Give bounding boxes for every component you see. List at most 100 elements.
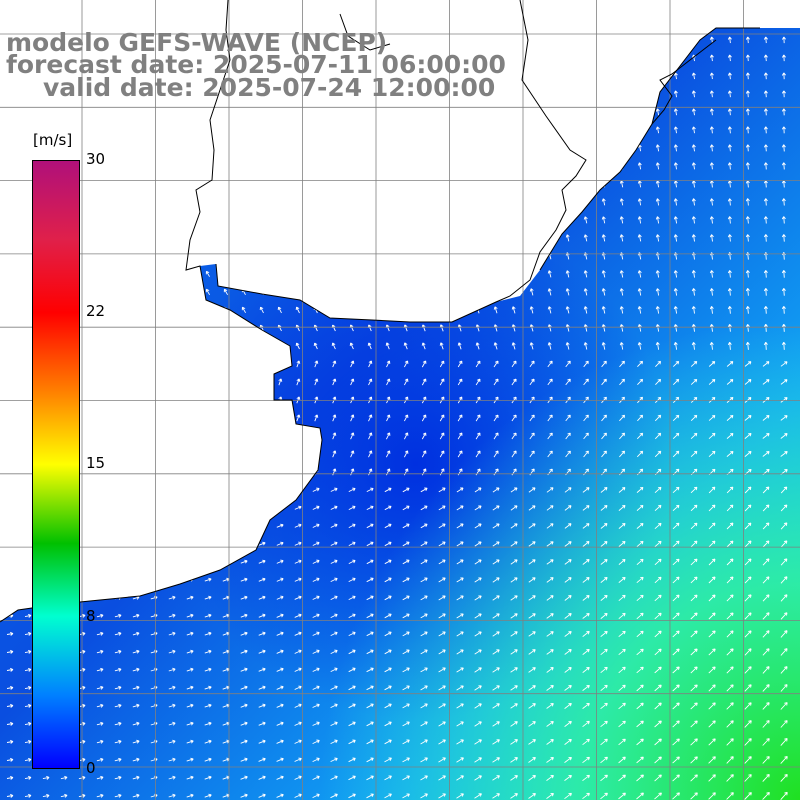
wind-arrow [709, 198, 714, 206]
wind-arrow [565, 432, 571, 440]
wind-arrow [331, 234, 336, 242]
wind-arrow [420, 631, 428, 637]
wind-arrow [223, 234, 228, 242]
wind-arrow [168, 793, 176, 798]
wind-arrow [278, 432, 283, 440]
wind-arrow [96, 523, 104, 528]
wind-arrow [349, 108, 354, 116]
wind-arrow [206, 378, 211, 386]
wind-arrow [313, 180, 318, 188]
wind-arrow [6, 541, 14, 546]
wind-arrow [726, 648, 734, 656]
wind-arrow [762, 648, 770, 656]
wind-arrow [636, 792, 644, 800]
wind-arrow [744, 397, 752, 403]
wind-arrow [510, 667, 518, 673]
wind-arrow [780, 666, 788, 674]
wind-arrow [780, 720, 788, 728]
wind-arrow [547, 450, 553, 458]
wind-arrow [150, 541, 158, 546]
wind-arrow [529, 360, 535, 368]
wind-arrow [96, 487, 104, 492]
wind-arrow [654, 540, 662, 548]
wind-arrow [313, 216, 318, 224]
wind-arrow [691, 198, 696, 206]
wind-arrow [475, 360, 481, 368]
wind-arrow [402, 703, 410, 709]
wind-arrow [601, 450, 607, 458]
wind-arrow [368, 450, 373, 458]
wind-arrow [385, 198, 390, 206]
wind-arrow [601, 36, 606, 44]
wind-arrow [258, 685, 266, 690]
wind-arrow [224, 360, 229, 368]
wind-arrow [260, 468, 265, 476]
wind-arrow [132, 505, 140, 510]
wind-arrow [294, 757, 302, 762]
wind-arrow [492, 793, 500, 799]
wind-arrow [636, 486, 644, 493]
wind-arrow [350, 432, 355, 440]
wind-arrow [6, 721, 14, 726]
wind-arrow [186, 685, 194, 690]
wind-arrow [294, 703, 302, 708]
wind-arrow [331, 270, 336, 278]
wind-arrow [277, 198, 282, 206]
wind-arrow [727, 54, 732, 62]
wind-arrow [132, 685, 140, 690]
wind-arrow [744, 450, 752, 457]
wind-arrow [438, 631, 446, 637]
wind-arrow [655, 144, 660, 152]
wind-arrow [240, 757, 248, 762]
wind-arrow [186, 523, 194, 528]
wind-arrow [402, 739, 410, 745]
wind-arrow [583, 270, 588, 278]
wind-arrow [619, 198, 624, 206]
wind-arrow [762, 379, 770, 385]
wind-arrow [240, 703, 248, 708]
wind-arrow [25, 127, 31, 133]
wind-arrow [763, 72, 768, 80]
wind-arrow [475, 234, 480, 242]
wind-arrow [546, 649, 554, 655]
wind-arrow [636, 666, 644, 674]
wind-arrow [727, 108, 732, 116]
wind-arrow [259, 234, 264, 242]
wind-arrow [294, 559, 302, 564]
wind-arrow [726, 792, 734, 800]
wind-arrow [168, 721, 176, 726]
wind-arrow [726, 576, 734, 584]
wind-arrow [636, 684, 644, 692]
wind-arrow [582, 577, 590, 583]
wind-arrow [313, 270, 318, 278]
wind-arrow [150, 505, 158, 510]
wind-arrow [7, 325, 13, 331]
wind-arrow [277, 216, 282, 224]
wind-arrow [259, 306, 264, 314]
wind-arrow [780, 522, 788, 530]
wind-arrow [745, 270, 750, 278]
wind-arrow [691, 288, 696, 296]
wind-arrow [97, 199, 103, 205]
wind-arrow [475, 288, 480, 296]
wind-arrow [493, 108, 498, 116]
wind-arrow [240, 487, 248, 492]
wind-arrow [168, 505, 176, 510]
wind-arrow [582, 630, 590, 637]
wind-arrow [186, 757, 194, 762]
wind-arrow [330, 739, 338, 745]
wind-arrow [25, 145, 31, 151]
wind-arrow [368, 396, 373, 404]
wind-arrow [240, 793, 248, 798]
wind-arrow [168, 595, 176, 600]
wind-arrow [565, 360, 571, 368]
wind-arrow [762, 594, 770, 602]
wind-arrow [115, 270, 121, 277]
wind-arrow [690, 486, 698, 494]
wind-arrow [367, 108, 372, 116]
wind-arrow [24, 703, 32, 708]
wind-arrow [600, 792, 608, 800]
wind-arrow [24, 613, 32, 618]
wind-arrow [366, 631, 374, 637]
wind-arrow [582, 523, 590, 529]
